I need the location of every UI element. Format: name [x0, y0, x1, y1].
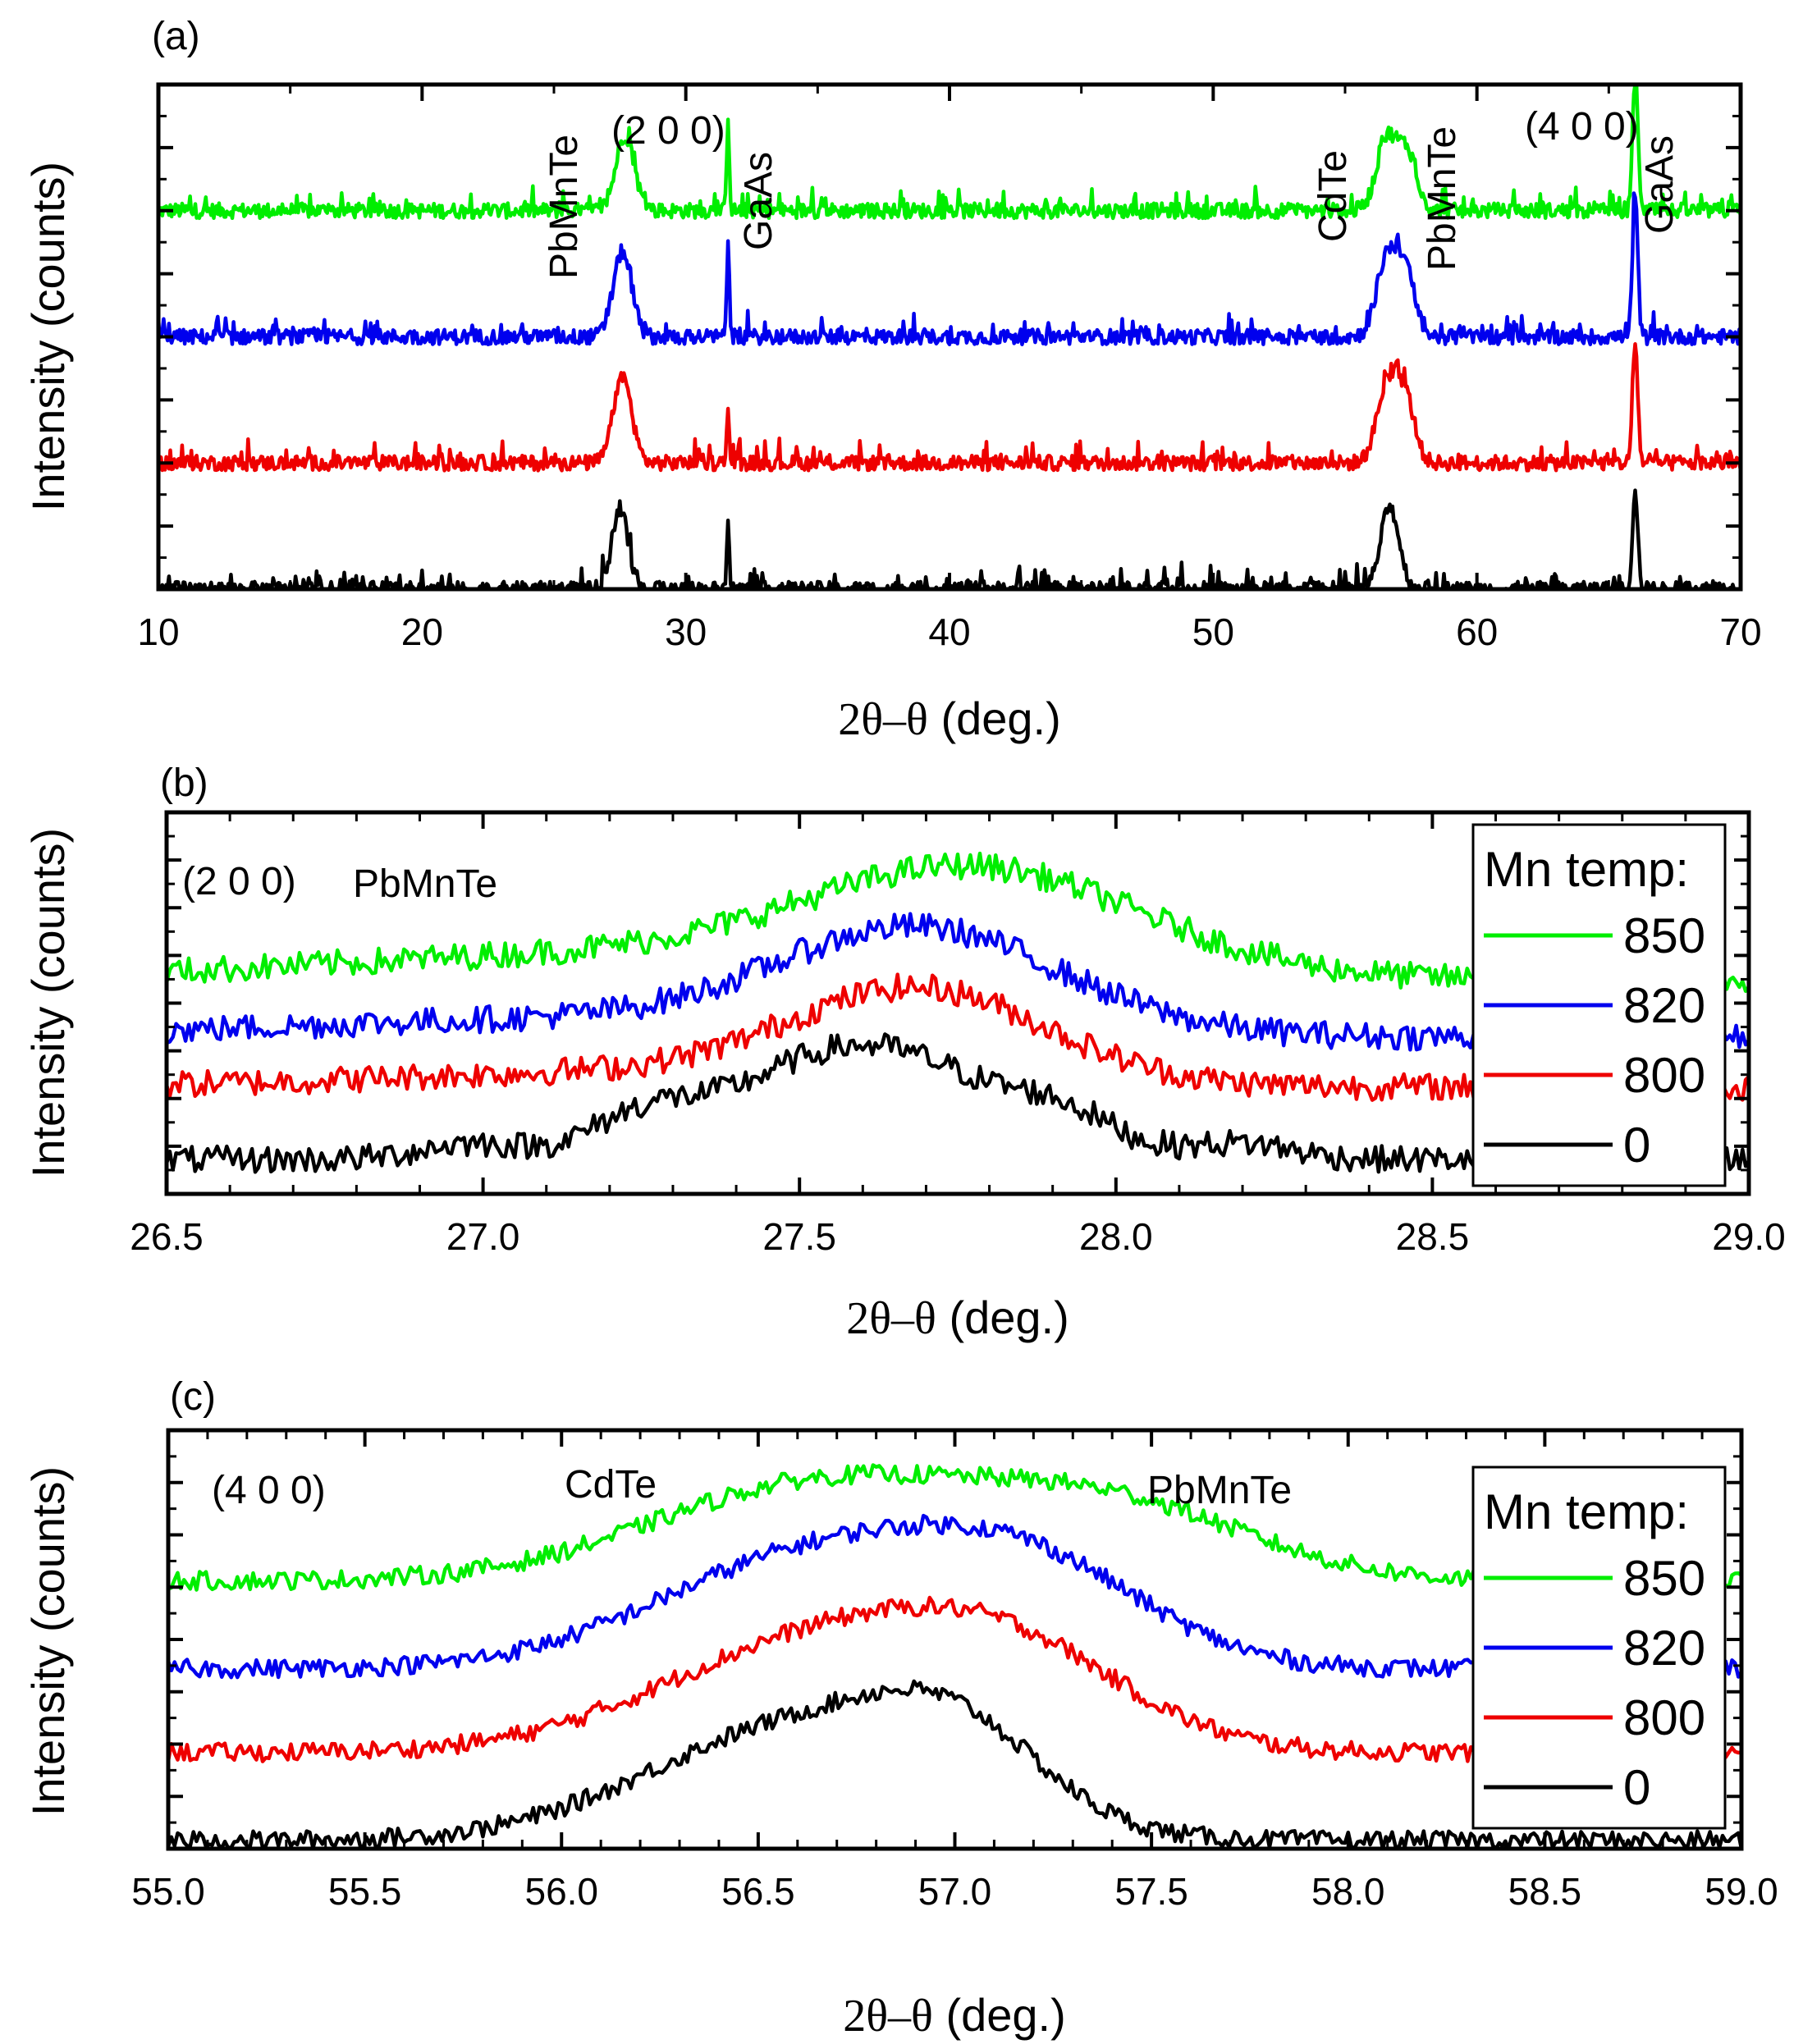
annot-pbmnte-c: PbMnTe — [1147, 1469, 1292, 1512]
legend-c-label-850: 850 — [1623, 1551, 1705, 1606]
xtick-label-b-3: 28.0 — [1079, 1215, 1153, 1258]
annot-cdte-a: CdTe — [1311, 150, 1355, 242]
legend-c-title: Mn temp: — [1484, 1484, 1689, 1539]
panel-b-legend: Mn temp: 850 820 800 0 — [1471, 823, 1727, 1187]
xtick-label-a-6: 70 — [1719, 610, 1761, 653]
panel-a-label: (a) — [152, 15, 200, 58]
annot-400-c: (4 0 0) — [212, 1469, 326, 1512]
xtick-label-c-7: 58.5 — [1508, 1870, 1582, 1913]
xtick-label-a-3: 40 — [928, 610, 970, 653]
xtick-label-c-3: 56.5 — [721, 1870, 795, 1913]
xtick-label-b-2: 27.5 — [762, 1215, 836, 1258]
panel-c-xlabel: 2θ–θ (deg.) — [843, 1989, 1066, 2042]
legend-b-label-0: 0 — [1623, 1118, 1650, 1173]
panel-c-xlabel-theta: 2θ–θ — [843, 1991, 933, 2042]
xtick-label-a-5: 60 — [1456, 610, 1498, 653]
xtick-label-a-1: 20 — [401, 610, 443, 653]
xtick-label-c-6: 58.0 — [1311, 1870, 1385, 1913]
panel-a-ticks: 10 20 30 40 50 60 70 — [137, 83, 1762, 653]
legend-b-label-800: 800 — [1623, 1048, 1705, 1103]
panel-a: (a) 10 20 30 40 50 60 70 Intensity (counts) 2θ… — [22, 15, 1762, 745]
panel-a-xlabel-unit: (deg.) — [928, 693, 1061, 744]
annot-cdte-c: CdTe — [565, 1463, 657, 1507]
annot-200-a: (2 0 0) — [611, 109, 725, 153]
xtick-label-c-8: 59.0 — [1705, 1870, 1778, 1913]
xtick-label-b-4: 28.5 — [1396, 1215, 1470, 1258]
legend-c-label-800: 800 — [1623, 1690, 1705, 1745]
panel-a-annotations: PbMnTe (2 0 0) GaAs CdTe PbMnTe (4 0 0) … — [542, 105, 1682, 279]
trace-a-800 — [157, 342, 1743, 473]
panel-b-xlabel-theta: 2θ–θ — [846, 1293, 936, 1344]
panel-c-label: (c) — [170, 1375, 216, 1419]
xtick-label-c-2: 56.0 — [524, 1870, 598, 1913]
panel-b-ticks: 26.5 27.0 27.5 28.0 28.5 29.0 — [130, 811, 1786, 1258]
legend-b-label-820: 820 — [1623, 978, 1705, 1033]
xtick-label-c-1: 55.5 — [328, 1870, 402, 1913]
panel-a-ylabel: Intensity (counts) — [22, 162, 74, 511]
panel-b-xlabel-unit: (deg.) — [936, 1292, 1069, 1343]
annot-pbmnte-b: PbMnTe — [353, 862, 497, 906]
panel-b-label: (b) — [160, 761, 208, 805]
panel-b: (b) 26.5 27.0 27.5 28.0 28.5 29.0 Intensity (… — [22, 761, 1786, 1344]
xtick-label-c-0: 55.0 — [131, 1870, 205, 1913]
xtick-label-a-4: 50 — [1192, 610, 1234, 653]
legend-b-title: Mn temp: — [1484, 842, 1689, 897]
xtick-label-a-0: 10 — [137, 610, 179, 653]
legend-c-label-820: 820 — [1623, 1621, 1705, 1676]
annot-200-b: (2 0 0) — [182, 860, 296, 903]
panel-a-traces — [156, 82, 1743, 592]
annot-pbmnte-a1: PbMnTe — [542, 135, 586, 279]
panel-c-legend: Mn temp: 850 820 800 0 — [1471, 1466, 1727, 1830]
legend-c-label-0: 0 — [1623, 1760, 1650, 1815]
xtick-label-a-2: 30 — [665, 610, 707, 653]
xtick-label-b-5: 29.0 — [1712, 1215, 1786, 1258]
annot-gaas-a2: GaAs — [1638, 135, 1682, 234]
xtick-label-b-1: 27.0 — [446, 1215, 520, 1258]
xtick-label-c-5: 57.5 — [1114, 1870, 1188, 1913]
panel-c: (c) 55.0 55.5 56.0 56.5 57.0 57.5 58.0 58.5 59.0… — [22, 1375, 1778, 2042]
panel-a-xlabel: 2θ–θ (deg.) — [838, 693, 1061, 745]
trace-c-0 — [166, 1679, 1744, 1851]
panel-c-ylabel: Intensity (counts) — [22, 1466, 74, 1816]
annot-gaas-a1: GaAs — [737, 152, 780, 250]
panel-b-xlabel: 2θ–θ (deg.) — [846, 1292, 1069, 1344]
panel-a-xlabel-theta: 2θ–θ — [838, 694, 928, 745]
xtick-label-b-0: 26.5 — [130, 1215, 204, 1258]
annot-pbmnte-a2: PbMnTe — [1421, 126, 1464, 271]
legend-b-label-850: 850 — [1623, 908, 1705, 963]
xtick-label-c-4: 57.0 — [918, 1870, 992, 1913]
panel-c-ticks: 55.0 55.5 56.0 56.5 57.0 57.5 58.0 58.5 59.0 — [131, 1429, 1778, 1913]
panel-b-ylabel: Intensity (counts) — [22, 828, 74, 1177]
trace-a-820 — [156, 191, 1743, 346]
panel-c-xlabel-unit: (deg.) — [933, 1989, 1066, 2041]
annot-400-a: (4 0 0) — [1525, 105, 1639, 149]
trace-a-850 — [158, 82, 1743, 221]
